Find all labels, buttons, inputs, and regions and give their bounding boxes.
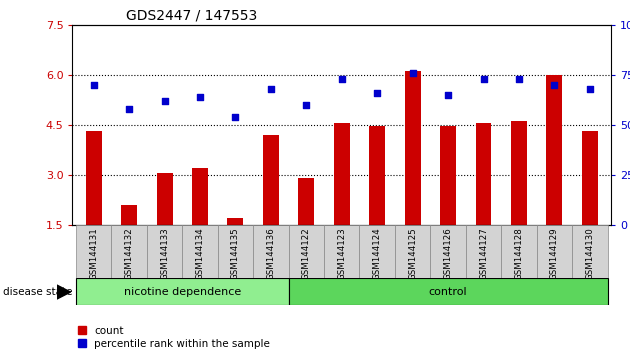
Point xyxy=(408,70,418,76)
Text: GSM144128: GSM144128 xyxy=(515,227,524,280)
FancyBboxPatch shape xyxy=(112,225,147,278)
Text: GSM144132: GSM144132 xyxy=(125,227,134,280)
Text: nicotine dependence: nicotine dependence xyxy=(123,286,241,297)
Text: GSM144122: GSM144122 xyxy=(302,227,311,280)
Bar xyxy=(511,121,527,225)
Polygon shape xyxy=(57,285,71,299)
Point xyxy=(336,76,346,82)
Point xyxy=(585,86,595,92)
Point xyxy=(443,92,453,98)
Point xyxy=(124,106,134,112)
FancyBboxPatch shape xyxy=(537,225,572,278)
Text: GSM144126: GSM144126 xyxy=(444,227,452,280)
FancyBboxPatch shape xyxy=(430,225,466,278)
FancyBboxPatch shape xyxy=(253,225,289,278)
Bar xyxy=(546,75,563,225)
Bar xyxy=(192,168,208,225)
FancyBboxPatch shape xyxy=(466,225,501,278)
Point xyxy=(549,82,559,88)
FancyBboxPatch shape xyxy=(147,225,182,278)
FancyBboxPatch shape xyxy=(360,225,395,278)
Bar xyxy=(582,131,598,225)
Bar xyxy=(334,123,350,225)
FancyBboxPatch shape xyxy=(501,225,537,278)
FancyBboxPatch shape xyxy=(289,278,607,305)
FancyBboxPatch shape xyxy=(324,225,360,278)
Bar xyxy=(476,123,491,225)
Bar xyxy=(369,126,385,225)
FancyBboxPatch shape xyxy=(182,225,218,278)
Text: GSM144125: GSM144125 xyxy=(408,227,417,280)
Point xyxy=(479,76,489,82)
Text: GSM144131: GSM144131 xyxy=(89,227,98,280)
Text: GSM144127: GSM144127 xyxy=(479,227,488,280)
Bar xyxy=(121,205,137,225)
Text: GSM144134: GSM144134 xyxy=(195,227,205,280)
Bar xyxy=(404,72,421,225)
Bar xyxy=(227,218,243,225)
Legend: count, percentile rank within the sample: count, percentile rank within the sample xyxy=(77,326,270,349)
Text: GSM144136: GSM144136 xyxy=(266,227,275,280)
FancyBboxPatch shape xyxy=(218,225,253,278)
Point xyxy=(89,82,99,88)
FancyBboxPatch shape xyxy=(76,225,112,278)
Point xyxy=(301,102,311,108)
Bar xyxy=(299,178,314,225)
Text: GDS2447 / 147553: GDS2447 / 147553 xyxy=(126,8,258,22)
Point xyxy=(231,114,241,120)
Bar xyxy=(86,131,101,225)
FancyBboxPatch shape xyxy=(572,225,607,278)
Text: control: control xyxy=(429,286,467,297)
Text: GSM144124: GSM144124 xyxy=(373,227,382,280)
Bar xyxy=(157,173,173,225)
Point xyxy=(514,76,524,82)
FancyBboxPatch shape xyxy=(395,225,430,278)
FancyBboxPatch shape xyxy=(289,225,324,278)
Point xyxy=(195,94,205,99)
Bar xyxy=(263,135,279,225)
Text: GSM144130: GSM144130 xyxy=(585,227,594,280)
Point xyxy=(266,86,276,92)
Bar xyxy=(440,126,456,225)
Point xyxy=(372,90,382,96)
FancyBboxPatch shape xyxy=(76,278,289,305)
Text: GSM144123: GSM144123 xyxy=(337,227,346,280)
Text: GSM144133: GSM144133 xyxy=(160,227,169,280)
Text: disease state: disease state xyxy=(3,287,72,297)
Text: GSM144135: GSM144135 xyxy=(231,227,240,280)
Text: GSM144129: GSM144129 xyxy=(550,227,559,280)
Point xyxy=(159,98,169,104)
